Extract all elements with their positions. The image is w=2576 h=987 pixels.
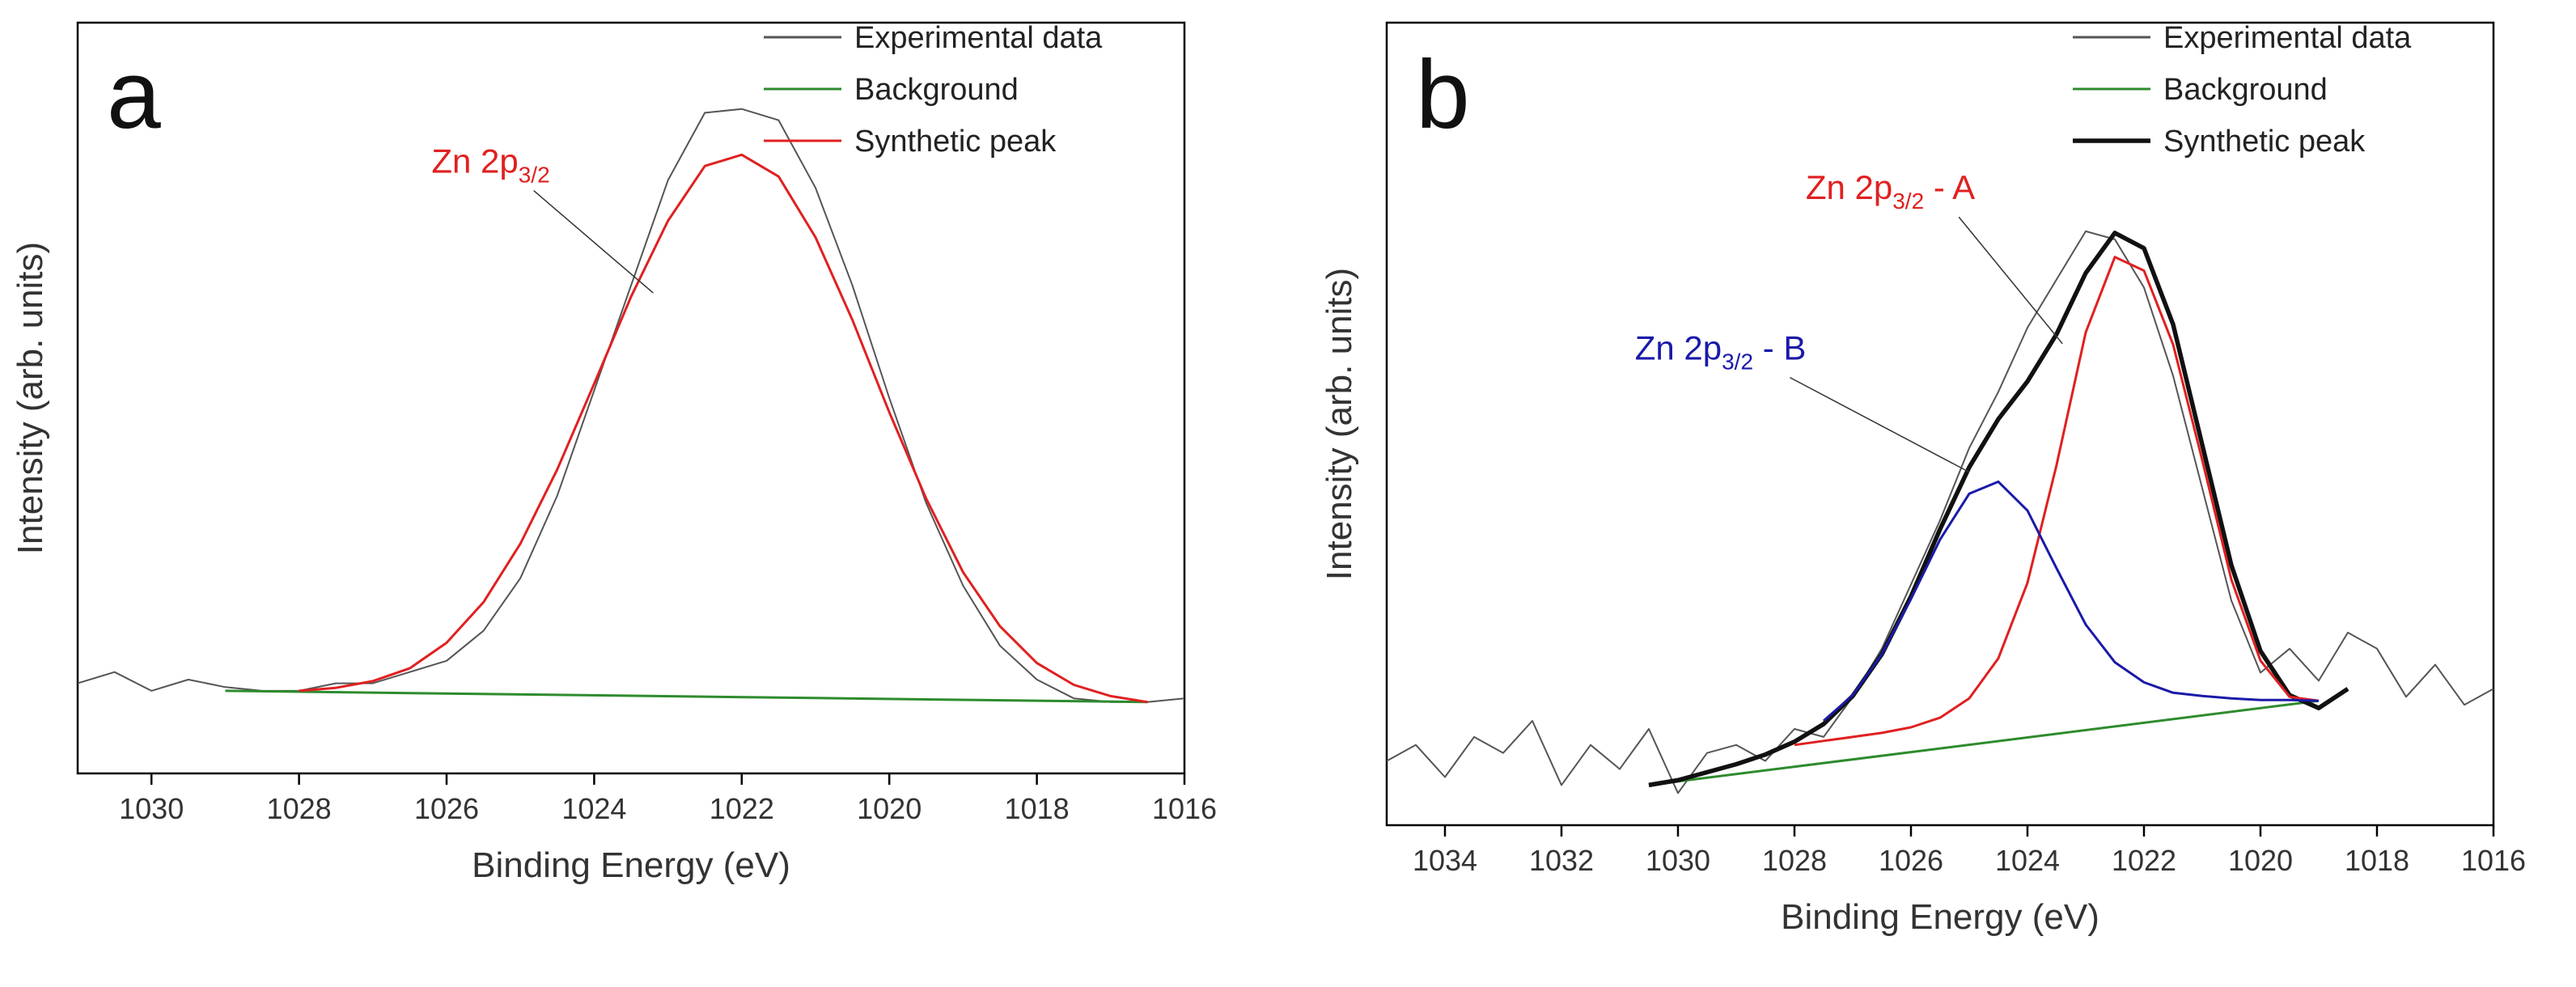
x-tick-label: 1032 <box>1529 844 1594 877</box>
plot-frame <box>76 21 1186 775</box>
x-tick-label: 1026 <box>414 792 479 825</box>
legend-entry: Background <box>854 73 1019 107</box>
x-tick-label: 1020 <box>2228 844 2293 877</box>
y-axis-label: Intensity (arb. units) <box>1320 268 1359 580</box>
x-tick-label: 1028 <box>1762 844 1827 877</box>
x-tick-label: 1018 <box>1005 792 1070 825</box>
x-tick-label: 1024 <box>561 792 626 825</box>
x-tick-label: 1016 <box>1152 792 1217 825</box>
x-axis-label: Binding Energy (eV) <box>472 845 790 885</box>
legend-entry: Synthetic peak <box>2163 125 2366 159</box>
x-tick-label: 1022 <box>2112 844 2176 877</box>
x-tick-label: 1028 <box>267 792 332 825</box>
peak-annotation: Zn 2p3/2 <box>431 142 549 188</box>
panel-label: b <box>1416 40 1470 149</box>
series-line-1 <box>225 689 1148 704</box>
annotation-leader <box>533 190 654 294</box>
x-tick-label: 1020 <box>857 792 922 825</box>
annotation-leader <box>1790 376 1970 473</box>
x-tick-label: 1024 <box>1995 844 2060 877</box>
legend-entry: Synthetic peak <box>854 125 1057 159</box>
series-line-2 <box>299 153 1148 704</box>
panel-label: a <box>107 40 161 149</box>
legend-entry: Background <box>2163 73 2328 107</box>
x-tick-label: 1034 <box>1413 844 1477 877</box>
x-axis-label: Binding Energy (eV) <box>1781 897 2099 937</box>
chart-panel-b: 1034 1032 1030 1028 1026 1024 1022 1020 1018 1016… <box>1320 21 2526 937</box>
series-line-1 <box>1648 699 2320 786</box>
series-line-2 <box>1648 231 2349 788</box>
series-line-3 <box>1794 256 2320 747</box>
x-tick-label: 1018 <box>2345 844 2409 877</box>
chart-panel-a: 1030 1028 1026 1024 1022 1020 1018 1016 Binding … <box>11 21 1217 885</box>
x-tick-label: 1030 <box>119 792 184 825</box>
x-tick-label: 1016 <box>2461 844 2526 877</box>
series-line-0 <box>1386 230 2494 794</box>
series-line-0 <box>77 108 1185 703</box>
series-line-4 <box>1823 480 2320 722</box>
peak-annotation: Zn 2p3/2 - A <box>1806 168 1975 214</box>
x-tick-label: 1026 <box>1879 844 1943 877</box>
annotation-leader <box>1958 216 2063 345</box>
peak-annotation: Zn 2p3/2 - B <box>1635 329 1807 375</box>
x-tick-label: 1030 <box>1646 844 1710 877</box>
legend-entry: Experimental data <box>2163 21 2412 55</box>
plot-frame <box>1385 21 2495 827</box>
y-axis-label: Intensity (arb. units) <box>11 242 50 554</box>
x-tick-label: 1022 <box>710 792 774 825</box>
legend-entry: Experimental data <box>854 21 1103 55</box>
